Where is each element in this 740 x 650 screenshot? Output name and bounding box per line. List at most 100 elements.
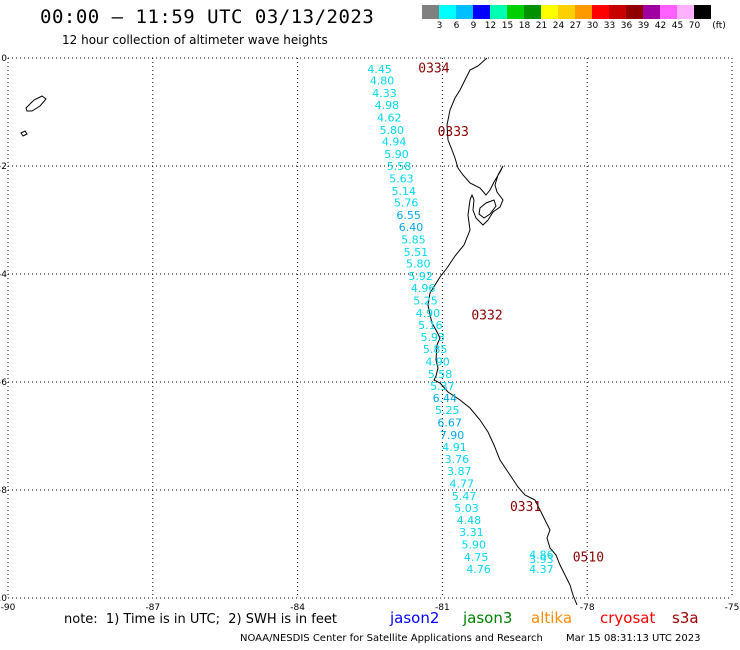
footer-credit: NOAA/NESDIS Center for Satellite Applica… (240, 633, 543, 644)
y-tick-label: -2 (0, 162, 7, 172)
y-tick-label: -8 (0, 486, 7, 496)
swh-value: 4.96 (411, 282, 436, 295)
swh-value: 4.62 (377, 111, 402, 124)
swh-value: 6.67 (437, 417, 462, 430)
swh-value: 4.90 (416, 307, 441, 320)
x-tick-label: -81 (435, 603, 450, 613)
swh-value: 4.76 (466, 563, 491, 576)
swh-value: 3.76 (445, 453, 470, 466)
swh-value: 4.80 (370, 75, 395, 88)
swh-value: 5.80 (379, 124, 404, 137)
swh-values: 4.454.804.334.984.625.804.945.905.585.63… (367, 63, 553, 576)
coastline-south-america (427, 57, 578, 606)
color-swatch (473, 5, 490, 19)
color-scale-label: 9 (470, 21, 477, 31)
bay-outline (478, 199, 497, 219)
color-swatch (575, 5, 592, 19)
galapagos-island-small (20, 130, 28, 137)
pass-time-labels: 0334 0333 0332 0331 0510 (418, 62, 604, 566)
color-swatch (422, 5, 439, 19)
y-tick-label: -4 (0, 270, 7, 280)
legend-jason2: jason2 (390, 609, 440, 627)
swh-value: 5.16 (418, 319, 443, 332)
swh-value: 5.90 (462, 539, 487, 552)
pass-time-label: 0334 (418, 62, 449, 77)
color-swatch (507, 5, 524, 19)
units-note: note: 1) Time is in UTC; 2) SWH is in fe… (64, 612, 337, 627)
x-tick-label: -87 (145, 603, 160, 613)
swh-value: 3.93 (529, 553, 554, 566)
swh-value: 5.25 (435, 404, 460, 417)
swh-value: 5.92 (408, 270, 433, 283)
color-scale-label: 45 (671, 21, 684, 31)
swh-value: 5.90 (384, 148, 409, 161)
color-swatch (660, 5, 677, 19)
color-scale-label: 12 (484, 21, 497, 31)
swh-value: 4.91 (442, 441, 467, 454)
legend-altika: altika (531, 609, 573, 627)
axis-tick-labels: -90 -87 -84 -81 -78 -75 0 -2 -4 -6 -8 -10 (0, 54, 739, 613)
color-swatch (439, 5, 456, 19)
legend-jason3: jason3 (463, 609, 513, 627)
swh-value: 5.63 (389, 172, 414, 185)
swh-value: 5.58 (387, 160, 412, 173)
swh-value: 5.47 (452, 490, 477, 503)
color-swatch (541, 5, 558, 19)
y-tick-label: 0 (1, 54, 7, 64)
swh-value: 5.85 (401, 233, 426, 246)
color-scale-label: 3 (436, 21, 443, 31)
color-scale-label: 27 (569, 21, 582, 31)
swh-value: 4.75 (464, 551, 489, 564)
swh-value: 5.58 (428, 368, 453, 381)
y-tick-label: -10 (0, 594, 7, 604)
coastline (20, 57, 578, 606)
color-scale-label: 42 (654, 21, 667, 31)
color-swatch (643, 5, 660, 19)
swh-value: 5.25 (413, 294, 438, 307)
swh-value: 4.77 (449, 478, 474, 491)
swh-value: 3.31 (459, 526, 484, 539)
color-swatch (626, 5, 643, 19)
color-scale-label: 6 (453, 21, 460, 31)
swh-value: 3.87 (447, 465, 472, 478)
color-scale-label: 36 (620, 21, 633, 31)
swh-value: 5.51 (404, 246, 429, 259)
map-subtitle: 12 hour collection of altimeter wave hei… (62, 33, 328, 47)
pass-time-label: 0510 (573, 550, 604, 565)
swh-value: 5.03 (454, 502, 479, 515)
swh-value: 4.33 (372, 87, 397, 100)
swh-value: 6.44 (433, 392, 458, 405)
pass-time-label: 0333 (438, 125, 469, 140)
swh-value: 5.93 (420, 331, 445, 344)
swh-value: 7.90 (440, 429, 465, 442)
color-swatch (490, 5, 507, 19)
swh-value: 5.76 (394, 197, 419, 210)
legend-cryosat: cryosat (600, 609, 656, 627)
color-swatch (558, 5, 575, 19)
color-scale-label: 24 (552, 21, 565, 31)
swh-value: 5.14 (392, 185, 417, 198)
color-scale-label: 70 (688, 21, 701, 31)
swh-value: 6.40 (399, 221, 424, 234)
x-tick-label: -78 (580, 603, 595, 613)
color-scale-label: 18 (518, 21, 531, 31)
color-swatch (609, 5, 626, 19)
swh-value: 4.37 (529, 563, 554, 576)
swh-value: 4.94 (382, 136, 407, 149)
x-tick-label: -90 (1, 603, 16, 613)
swh-value: 4.98 (375, 99, 400, 112)
color-scale-bar (422, 5, 711, 19)
pass-time-label: 0331 (510, 500, 541, 515)
color-swatch (524, 5, 541, 19)
color-swatch (456, 5, 473, 19)
pass-time-label: 0332 (471, 309, 502, 324)
map-title: 00:00 — 11:59 UTC 03/13/2023 (40, 6, 375, 28)
swh-value: 4.86 (529, 548, 554, 561)
color-scale-label: (ft) (712, 21, 726, 31)
color-swatch (677, 5, 694, 19)
color-swatch (694, 5, 711, 19)
galapagos-island-large (25, 95, 47, 112)
grid-lines (7, 57, 733, 599)
x-tick-label: -75 (725, 603, 740, 613)
